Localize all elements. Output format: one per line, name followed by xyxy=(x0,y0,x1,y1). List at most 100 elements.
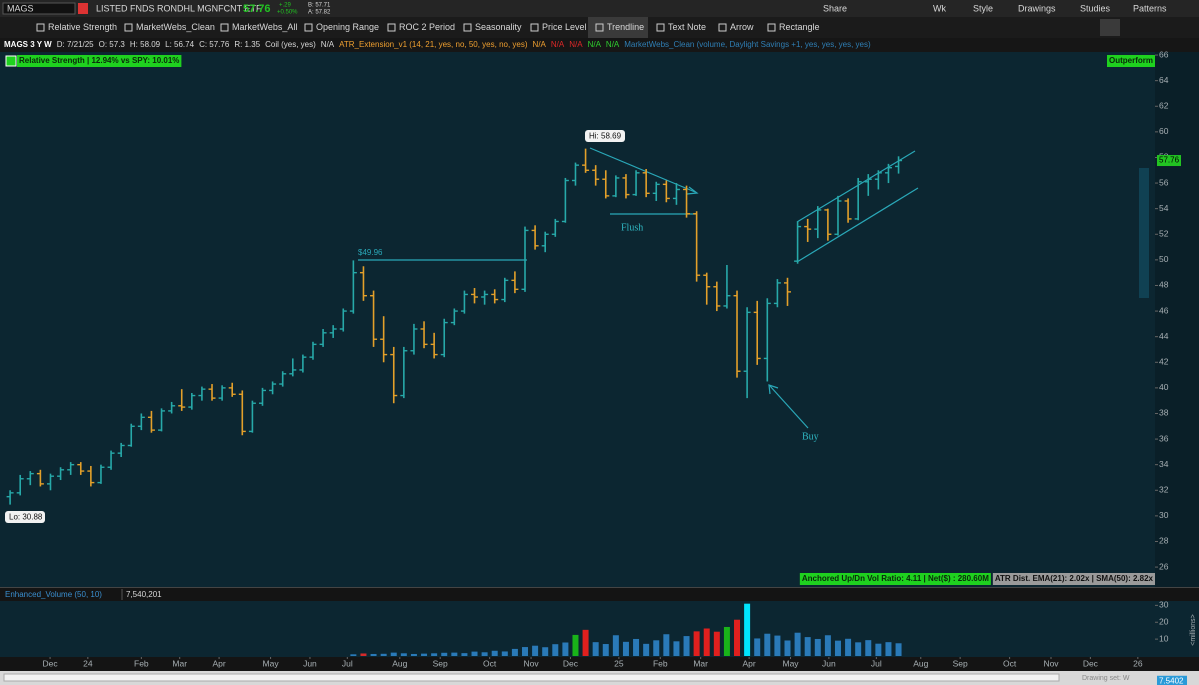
last-price-label: 57.76 xyxy=(1159,156,1180,165)
y-tick-label: 52 xyxy=(1159,229,1169,239)
volume-bar xyxy=(370,653,377,656)
toolbar-button[interactable]: Patterns xyxy=(1133,3,1167,13)
tool-icon xyxy=(220,23,229,32)
x-tick-label: Apr xyxy=(743,658,756,668)
tool-icon xyxy=(304,23,313,32)
tool-icon xyxy=(387,23,396,32)
relative-strength: Relative Strength | 12.94% vs SPY: 10.01… xyxy=(19,56,179,65)
y-tick-label: 32 xyxy=(1159,485,1169,495)
x-tick-label: Aug xyxy=(913,658,928,668)
tool-icon xyxy=(595,23,604,32)
status-item: D: 7/21/25 xyxy=(57,40,94,49)
trendline[interactable] xyxy=(589,147,696,193)
channel-upper[interactable] xyxy=(796,150,916,223)
volume-bar xyxy=(764,633,771,656)
header-bar xyxy=(0,0,1199,17)
status-item: N/A xyxy=(588,40,602,49)
tool-button[interactable]: Relative Strength xyxy=(48,22,117,32)
y-tick-label: 30 xyxy=(1159,600,1169,610)
x-tick-label: Nov xyxy=(1043,658,1059,668)
tool-icon xyxy=(36,23,45,32)
tool-button[interactable]: MarketWebs_All xyxy=(232,22,297,32)
x-tick-label: Jun xyxy=(303,658,317,668)
tool-button[interactable]: Seasonality xyxy=(475,22,522,32)
y-tick-label: 26 xyxy=(1159,561,1169,571)
volume-bar xyxy=(491,650,498,656)
x-tick-label: 24 xyxy=(83,658,93,668)
toolbar-button[interactable]: Style xyxy=(973,3,993,13)
status-item: R: 1.35 xyxy=(234,40,260,49)
volume-bar xyxy=(582,629,589,656)
buy-arrow[interactable] xyxy=(769,385,809,429)
status-item: N/A xyxy=(551,40,565,49)
signal: Outperform xyxy=(1109,56,1153,65)
tool-button[interactable]: MarketWebs_Clean xyxy=(136,22,215,32)
study-icon xyxy=(5,55,17,67)
volume-bar xyxy=(612,635,619,656)
x-tick-label: Sep xyxy=(433,658,448,668)
y-tick-label: 10 xyxy=(1159,633,1169,643)
tool-button[interactable]: Arrow xyxy=(730,22,754,32)
status-item: O: 57.3 xyxy=(99,40,126,49)
toolbar-button[interactable]: Share xyxy=(823,3,847,13)
x-tick-label: Jul xyxy=(342,658,353,668)
volume-bar xyxy=(511,648,518,656)
toolbar-button[interactable]: Studies xyxy=(1080,3,1111,13)
volume-bar xyxy=(552,644,559,656)
tool-button[interactable]: Text Note xyxy=(668,22,706,32)
tool-icon xyxy=(124,23,133,32)
flush-label: Flush xyxy=(621,222,643,233)
channel-lower[interactable] xyxy=(796,187,919,263)
volume-bar xyxy=(663,634,670,656)
x-tick-label: May xyxy=(263,658,280,668)
active-tool xyxy=(588,17,648,38)
last-price-badge xyxy=(1157,155,1181,167)
tool-button[interactable]: Opening Range xyxy=(316,22,379,32)
x-tick-label: Apr xyxy=(212,658,225,668)
layout-button[interactable] xyxy=(1100,19,1120,36)
volume-bar xyxy=(683,636,690,656)
status-item[interactable]: MAGS 3 Y W xyxy=(4,40,52,49)
link-button[interactable] xyxy=(78,3,88,14)
x-tick-label: Feb xyxy=(134,658,149,668)
volume-bar xyxy=(754,638,761,656)
tool-button[interactable]: Price Level xyxy=(542,22,587,32)
atr-dist: ATR Dist. EMA(21): 2.02x | SMA(50): 2.82… xyxy=(995,574,1154,583)
y-tick-label: 60 xyxy=(1159,126,1169,136)
volume-bar xyxy=(744,603,751,656)
y-tick-label: 50 xyxy=(1159,254,1169,264)
volume-bar xyxy=(865,640,872,656)
volume-title: Enhanced_Volume (50, 10) xyxy=(5,590,102,599)
volume-bar xyxy=(410,653,417,656)
y-tick-label: 38 xyxy=(1159,408,1169,418)
status-item: N/A xyxy=(569,40,583,49)
relative-strength-badge xyxy=(17,55,182,67)
y-tick-label: 46 xyxy=(1159,305,1169,315)
x-tick-label: May xyxy=(782,658,799,668)
symbol-input[interactable] xyxy=(2,2,76,15)
volume-bar xyxy=(471,651,478,656)
volume-bar xyxy=(602,644,609,656)
volume-unit: <millions> xyxy=(1190,614,1197,646)
price-axis xyxy=(1155,52,1199,587)
volume-bar xyxy=(824,635,831,656)
hi-badge xyxy=(585,130,625,142)
y-tick-label: 36 xyxy=(1159,433,1169,443)
y-tick-label: 34 xyxy=(1159,459,1169,469)
tool-button[interactable]: Rectangle xyxy=(779,22,820,32)
y-tick-label: 20 xyxy=(1159,617,1169,627)
volume-last-label: 7.5402 xyxy=(1159,676,1184,685)
toolbar-button[interactable]: Drawings xyxy=(1018,3,1056,13)
toolbar-button[interactable]: Wk xyxy=(933,3,946,13)
tool-button[interactable]: ROC 2 Period xyxy=(399,22,455,32)
volume-bar xyxy=(784,640,791,656)
volume-bar xyxy=(592,642,599,656)
scroll-thumb[interactable] xyxy=(3,673,1060,682)
description: LISTED FNDS RONDHL MGNFCNT ETF xyxy=(96,3,262,13)
volume-bar xyxy=(804,637,811,656)
volume-bar xyxy=(542,647,549,656)
symbol[interactable]: MAGS xyxy=(7,3,34,13)
volume-bar xyxy=(400,653,407,656)
tool-button[interactable]: Trendline xyxy=(607,22,644,32)
